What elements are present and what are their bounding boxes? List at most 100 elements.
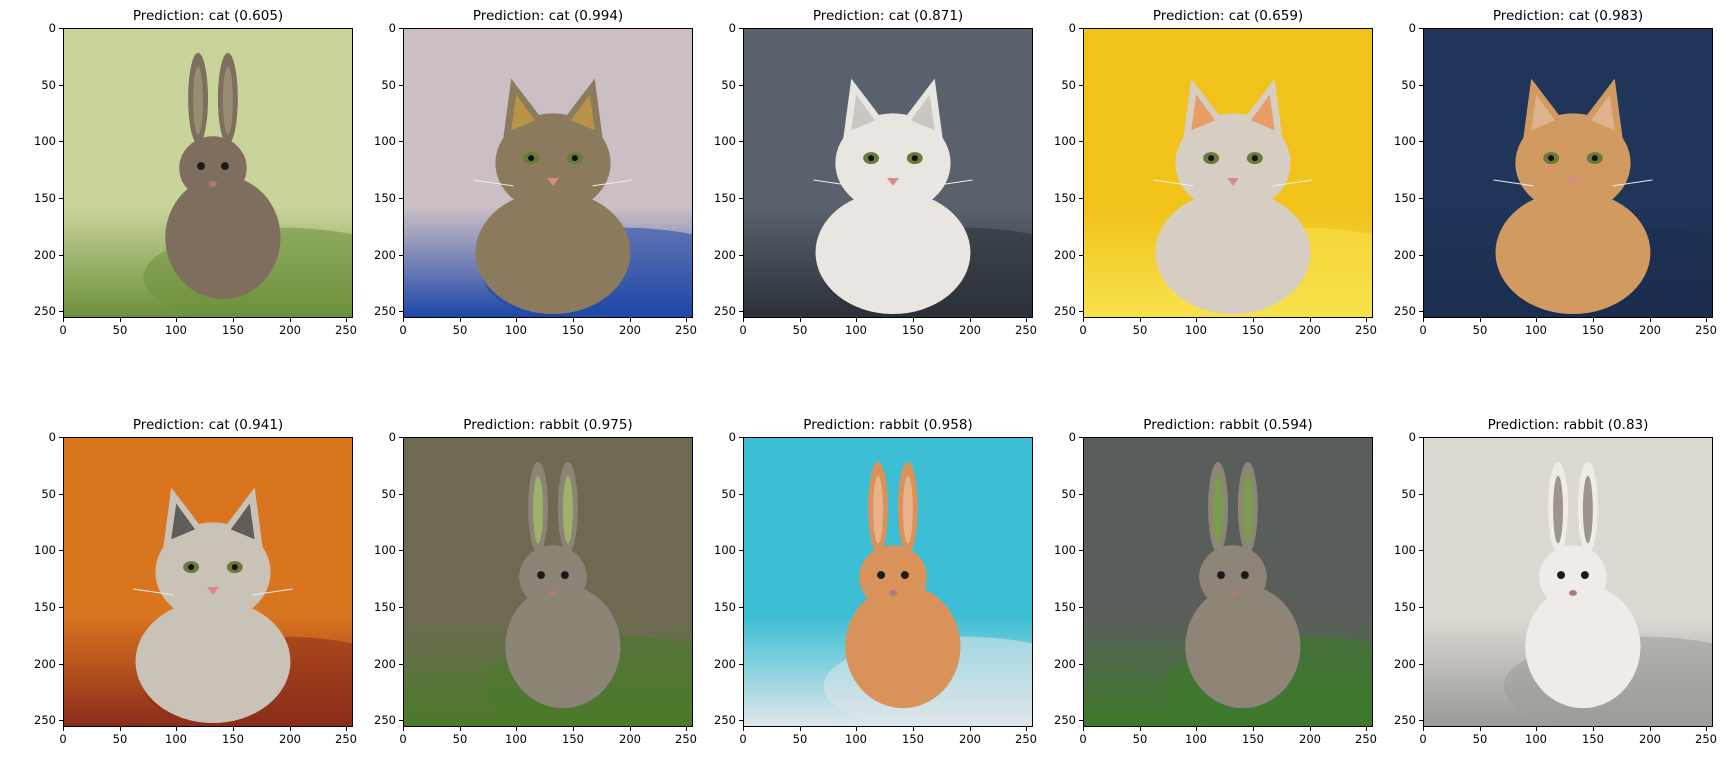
x-tick-mark: [460, 727, 461, 731]
y-tick-mark: [739, 494, 743, 495]
y-tick-label: 50: [41, 487, 56, 501]
x-tick-mark: [1310, 318, 1311, 322]
y-tick-label: 50: [381, 487, 396, 501]
y-tick-label: 150: [1054, 191, 1076, 205]
y-tick-mark: [1419, 85, 1423, 86]
y-tick-label: 200: [714, 248, 736, 262]
y-tick-label: 0: [388, 430, 396, 444]
x-tick-mark: [913, 727, 914, 731]
y-tick-mark: [1079, 255, 1083, 256]
image-axes: [403, 437, 693, 727]
x-tick-mark: [460, 318, 461, 322]
x-tick-label: 100: [165, 323, 187, 337]
subplot-7: Prediction: rabbit (0.975) 0 0 50 50 100 100 15…: [374, 417, 697, 745]
grey-kitten-shaking-hand-image: [64, 438, 352, 726]
y-tick-label: 150: [374, 191, 396, 205]
y-tick-label: 100: [374, 543, 396, 557]
cat-icon: [1493, 78, 1653, 315]
y-tick-mark: [1079, 720, 1083, 721]
image-axes: [743, 28, 1033, 318]
x-tick-mark: [800, 727, 801, 731]
cat-icon: [1153, 78, 1313, 315]
y-tick-mark: [399, 141, 403, 142]
white-cat-frowning-image: [744, 29, 1032, 317]
x-tick-label: 100: [1185, 732, 1207, 746]
x-tick-mark: [970, 318, 971, 322]
y-tick-label: 50: [1401, 78, 1416, 92]
x-tick-mark: [1196, 727, 1197, 731]
rabbit-icon: [505, 461, 621, 709]
subplot-5: Prediction: cat (0.983) 0 0 50 50 100 100 150 15…: [1394, 8, 1717, 336]
y-tick-label: 150: [1394, 600, 1416, 614]
y-tick-label: 100: [34, 543, 56, 557]
subplot-title: Prediction: cat (0.871): [812, 8, 964, 24]
x-tick-label: 250: [1695, 732, 1717, 746]
x-tick-label: 250: [1015, 732, 1037, 746]
subplot-title: Prediction: rabbit (0.958): [803, 417, 973, 433]
y-tick-mark: [59, 494, 63, 495]
x-tick-label: 200: [1299, 732, 1321, 746]
x-tick-mark: [1593, 318, 1594, 322]
x-tick-label: 0: [399, 732, 407, 746]
x-tick-label: 100: [505, 323, 527, 337]
x-tick-mark: [1253, 318, 1254, 322]
x-tick-mark: [856, 727, 857, 731]
orange-kitten-held-by-hand-image: [1424, 29, 1712, 317]
y-tick-label: 0: [48, 430, 56, 444]
x-tick-label: 150: [222, 323, 244, 337]
x-tick-mark: [290, 318, 291, 322]
x-tick-label: 200: [619, 732, 641, 746]
x-tick-label: 250: [675, 732, 697, 746]
orange-rabbit-on-blue-image: [744, 438, 1032, 726]
y-tick-mark: [1079, 437, 1083, 438]
x-tick-label: 150: [1242, 323, 1264, 337]
y-tick-mark: [1419, 720, 1423, 721]
y-tick-label: 50: [41, 78, 56, 92]
y-tick-mark: [1419, 664, 1423, 665]
y-tick-label: 250: [34, 713, 56, 727]
y-tick-mark: [739, 255, 743, 256]
y-tick-label: 100: [1054, 543, 1076, 557]
y-tick-mark: [59, 198, 63, 199]
y-tick-mark: [739, 607, 743, 608]
y-tick-label: 200: [1394, 657, 1416, 671]
x-tick-label: 0: [59, 323, 67, 337]
x-tick-label: 200: [1299, 323, 1321, 337]
y-tick-label: 200: [1054, 657, 1076, 671]
y-tick-mark: [399, 85, 403, 86]
y-tick-mark: [739, 720, 743, 721]
x-tick-label: 50: [1472, 732, 1488, 746]
y-tick-mark: [399, 311, 403, 312]
image-axes: [1423, 437, 1713, 727]
x-tick-label: 250: [675, 323, 697, 337]
grey-rabbit-eating-greens-image: [1084, 438, 1372, 726]
y-tick-label: 100: [1394, 543, 1416, 557]
subplot-title: Prediction: cat (0.994): [472, 8, 624, 24]
y-tick-label: 150: [714, 191, 736, 205]
y-tick-label: 250: [1394, 304, 1416, 318]
y-tick-label: 250: [1394, 713, 1416, 727]
x-tick-mark: [573, 318, 574, 322]
subplot-title: Prediction: rabbit (0.83): [1487, 417, 1649, 433]
y-tick-mark: [739, 550, 743, 551]
rabbit-icon: [165, 52, 281, 300]
x-tick-label: 200: [1639, 323, 1661, 337]
y-tick-mark: [1419, 437, 1423, 438]
x-tick-mark: [346, 318, 347, 322]
y-tick-label: 200: [714, 657, 736, 671]
y-tick-label: 0: [388, 21, 396, 35]
y-tick-label: 50: [1401, 487, 1416, 501]
y-tick-label: 0: [48, 21, 56, 35]
y-tick-mark: [399, 664, 403, 665]
x-tick-mark: [970, 727, 971, 731]
subplot-title: Prediction: cat (0.941): [132, 417, 284, 433]
x-tick-label: 50: [1132, 323, 1148, 337]
y-tick-label: 250: [714, 304, 736, 318]
subplot-title: Prediction: cat (0.659): [1152, 8, 1304, 24]
y-tick-mark: [59, 311, 63, 312]
y-tick-label: 150: [34, 600, 56, 614]
y-tick-label: 150: [714, 600, 736, 614]
subplot-3: Prediction: cat (0.871) 0 0 50 50 100 100 150 15…: [714, 8, 1037, 336]
two-lop-rabbits-on-bed-image: [1424, 438, 1712, 726]
y-tick-mark: [399, 437, 403, 438]
